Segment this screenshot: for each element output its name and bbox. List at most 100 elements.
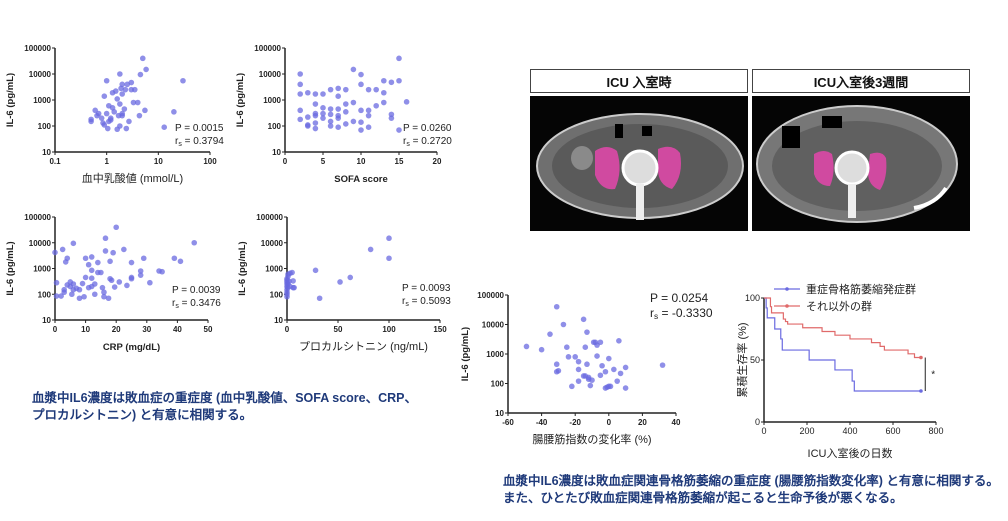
- rs-subscript: s: [405, 301, 409, 308]
- data-point: [343, 109, 349, 115]
- data-point: [76, 295, 83, 302]
- data-point: [95, 110, 102, 117]
- data-point: [98, 269, 104, 276]
- caption-left: 血漿中IL6濃度は敗血症の重症度 (血中乳酸値、SOFA score、CRP、 …: [32, 390, 417, 424]
- rs-number: = 0.2720: [410, 136, 452, 147]
- data-point: [565, 354, 572, 360]
- data-point: [564, 344, 570, 351]
- x-axis-label: 血中乳酸値 (mmol/L): [82, 171, 183, 185]
- y-tick-label: 10: [495, 409, 504, 418]
- data-point: [350, 99, 357, 106]
- data-point: [587, 382, 594, 389]
- data-point: [386, 235, 392, 242]
- data-point: [343, 101, 349, 107]
- data-point: [137, 268, 144, 274]
- rs-subscript: s: [175, 303, 179, 310]
- data-point: [381, 99, 387, 106]
- data-point: [70, 281, 77, 287]
- data-point: [584, 329, 590, 335]
- data-point: [555, 367, 562, 374]
- data-point: [381, 77, 387, 84]
- caption-right-line-1: 血漿中IL6濃度は敗血症関連骨格筋萎縮の重症度 (腸腰筋指数変化率) と有意に相…: [503, 474, 999, 488]
- y-tick-label: 100000: [24, 44, 51, 53]
- data-point: [130, 99, 137, 106]
- data-point: [128, 275, 135, 282]
- y-tick-label: 10000: [261, 239, 284, 248]
- x-axis-label: CRP (mg/dL): [103, 342, 160, 353]
- y-tick-label: 10000: [29, 70, 52, 79]
- caption-left-line-2: プロカルシトニン) と有意に相関する。: [32, 408, 253, 422]
- data-point: [358, 107, 364, 114]
- rs-number: = 0.5093: [409, 296, 451, 307]
- x-tick-label: 10: [357, 157, 366, 166]
- data-point: [140, 255, 147, 262]
- x-tick-label: 0: [607, 418, 612, 427]
- data-point: [358, 119, 364, 126]
- data-point: [523, 343, 530, 350]
- ct-panel-title-3weeks: ICU入室後3週間: [752, 69, 970, 93]
- y-axis-label: IL-6 (pg/mL): [460, 327, 471, 381]
- data-point: [617, 370, 624, 377]
- data-point: [622, 385, 629, 391]
- data-point: [101, 293, 107, 300]
- data-point: [102, 235, 109, 242]
- data-point: [343, 86, 349, 93]
- data-point: [607, 383, 614, 390]
- x-axis-label: プロカルシトニン (ng/mL): [299, 340, 428, 353]
- data-point: [337, 279, 343, 285]
- data-point: [121, 246, 127, 253]
- rs-value: rs = 0.5093: [402, 296, 451, 308]
- data-point: [88, 267, 95, 274]
- ct-scan-illustration: [756, 105, 958, 223]
- data-point: [305, 114, 311, 120]
- x-tick-label: 40: [173, 325, 182, 334]
- data-point: [119, 81, 126, 88]
- data-point: [286, 278, 292, 285]
- data-point: [569, 383, 575, 390]
- data-point: [142, 107, 148, 114]
- data-point: [659, 362, 666, 368]
- data-point: [616, 338, 622, 344]
- data-point: [316, 295, 323, 302]
- rs-value: rs = -0.3330: [650, 306, 713, 321]
- data-point: [538, 346, 545, 353]
- data-point: [122, 86, 129, 93]
- data-point: [358, 71, 364, 78]
- y-tick-label: 10000: [259, 70, 282, 79]
- data-point: [611, 366, 617, 373]
- y-tick-label: 100: [38, 290, 52, 299]
- data-point: [88, 254, 95, 260]
- data-point: [335, 106, 342, 112]
- data-point: [350, 118, 357, 125]
- data-point: [103, 110, 110, 117]
- data-point: [81, 293, 87, 300]
- data-point: [553, 303, 560, 310]
- data-point: [95, 259, 101, 266]
- data-point: [335, 85, 342, 92]
- data-point: [594, 353, 600, 359]
- data-point: [396, 77, 402, 84]
- data-point: [320, 115, 326, 121]
- y-tick-label: 100000: [477, 291, 504, 300]
- p-value: P = 0.0254: [650, 291, 708, 305]
- data-point: [103, 77, 110, 84]
- data-point: [386, 255, 392, 262]
- data-point: [107, 258, 113, 265]
- data-point: [320, 91, 326, 97]
- data-point: [312, 101, 319, 107]
- data-point: [88, 275, 95, 282]
- x-tick-label: 0: [283, 157, 288, 166]
- data-point: [98, 115, 105, 121]
- data-point: [119, 110, 126, 117]
- data-point: [350, 66, 357, 73]
- chart-3: 0 50 100 150 10 100 1000 10000 100000 プロカルシトニン (n…: [237, 213, 451, 353]
- data-point: [582, 344, 589, 351]
- data-point: [589, 377, 595, 383]
- y-tick-label: 50: [750, 355, 760, 365]
- y-tick-label: 1000: [486, 350, 504, 359]
- data-point: [312, 267, 319, 274]
- data-point: [58, 293, 64, 299]
- rs-subscript: s: [178, 141, 182, 148]
